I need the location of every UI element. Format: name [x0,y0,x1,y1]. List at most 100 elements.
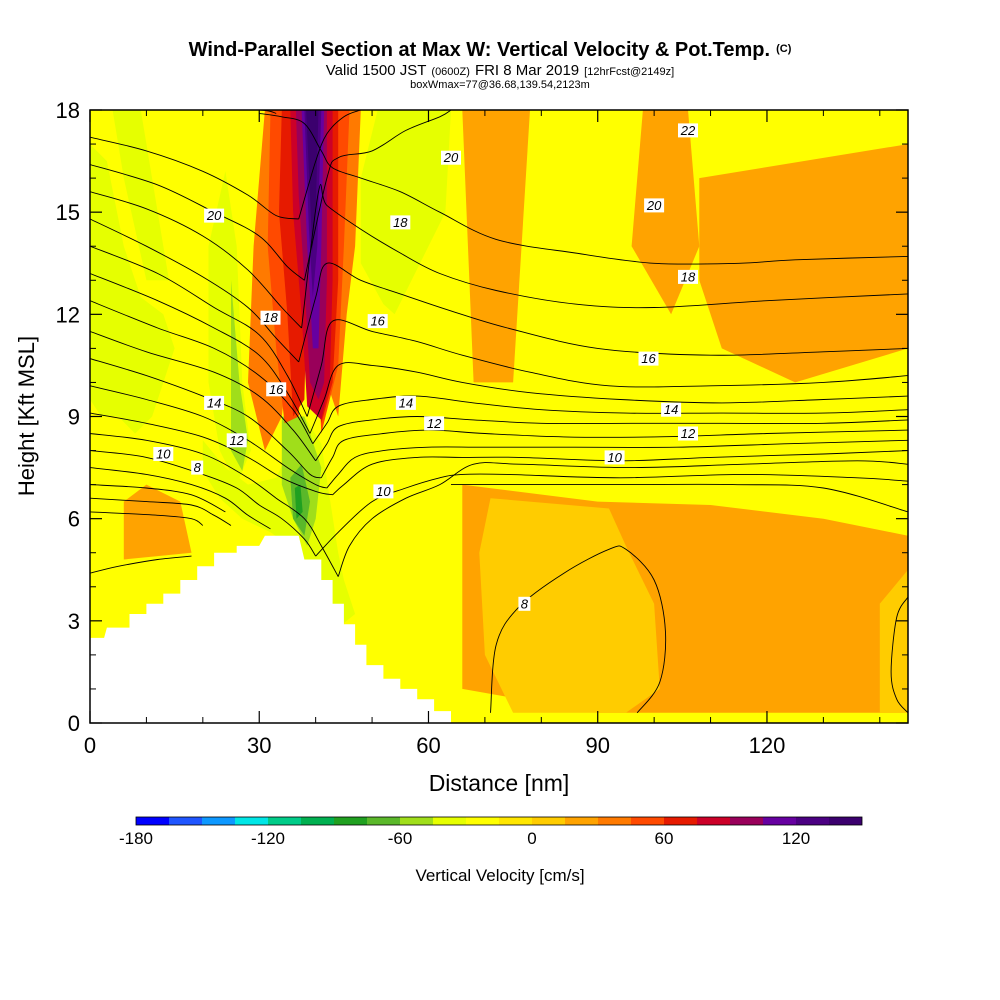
contour-label-bg [153,447,174,461]
colorbar-swatch [565,817,598,825]
colorbar-swatch [367,817,400,825]
isentrope-line [332,450,908,496]
contour-label: 18 [263,310,278,325]
colorbar-swatch [202,817,235,825]
contour-label-bg [441,150,461,165]
terrain [90,535,451,723]
colorbar-tick-label: -60 [388,829,413,848]
colorbar-swatch [433,817,466,825]
terrain-mask [90,535,451,723]
isentrope-line [90,511,204,526]
x-tick-label: 90 [585,733,609,758]
isentrope-line [90,484,226,513]
isentrope-line [490,545,667,714]
isentrope-line [315,416,908,462]
contour-label-bg [191,460,204,475]
contour-label-bg [266,382,287,397]
contour-label: 14 [399,395,413,410]
isentrope-line [90,412,333,496]
isentrope-line [298,110,361,220]
isentrope-line [337,460,908,577]
contour-label-bg [204,208,225,223]
colorbar-swatch [466,817,499,825]
contour-label-bg [373,484,394,499]
colorbar-swatch [301,817,334,825]
isentrope-line [90,136,299,220]
chart-title: Wind-Parallel Section at Max W: Vertical… [189,39,792,61]
contour-label-bg [424,416,445,431]
colorbar-swatch [796,817,829,825]
contour-label-bg [367,314,388,329]
colorbar-swatch [730,817,763,825]
x-tick-label: 30 [247,733,271,758]
contour-label: 18 [681,269,696,284]
colorbar-tick-label: 0 [527,829,536,848]
contour-label-bg [204,395,225,410]
colorbar-swatch [268,817,301,825]
colorbar: -180 -120 -60 0 60 120 [119,816,863,848]
isentrope-line [259,112,908,265]
isentropes [90,110,908,714]
isentrope-line [450,483,908,513]
isentrope-line [90,164,305,281]
colorbar-swatch [631,817,664,825]
contour-label: 10 [607,450,622,465]
velocity-region [231,280,248,471]
velocity-region [462,110,530,383]
contour-label-bg [661,402,682,417]
contour-label: 22 [680,123,696,138]
contour-label: 8 [521,596,529,611]
colorbar-frame [135,816,863,826]
isentrope-line [90,358,322,479]
contour-label-bg [395,395,416,410]
contour-label: 12 [427,416,442,431]
colorbar-swatch [664,817,697,825]
colorbar-swatch [697,817,730,825]
colorbar-swatch [169,817,202,825]
isentrope-line [315,473,908,557]
contour-label: 20 [206,208,222,223]
contour-label: 20 [646,198,662,213]
contour-label: 20 [443,150,459,165]
y-tick-label: 6 [68,507,80,532]
colorbar-swatch [136,817,169,825]
colorbar-tick-label: 60 [655,829,674,848]
y-tick-label: 9 [68,405,80,430]
chart-subtitle: Valid 1500 JST (0600Z) FRI 8 Mar 2019 [12hr… [326,62,674,79]
contour-label-bg [390,215,411,230]
colorbar-swatch [829,817,862,825]
isentrope-line [312,395,908,444]
isentrope-line [90,433,339,577]
title-mark: (C) [776,43,792,55]
contour-label: 10 [376,484,391,499]
contour-label-bg [678,123,698,138]
contour-label-bg [518,596,531,611]
contour-label: 18 [393,215,408,230]
isentrope-line [90,218,300,363]
isentrope-line [90,467,271,530]
contour-label: 12 [229,433,244,448]
contour-label-bg [260,310,281,325]
isentrope-line [90,273,311,434]
velocity-region [479,498,660,713]
isentrope-line [326,439,908,489]
isentrope-line [309,362,908,434]
velocity-region [699,144,908,383]
isentrope-line [90,497,232,526]
axes: 0 30 60 90 120 0 3 6 9 12 15 18 [56,98,908,758]
velocity-region [112,110,169,281]
y-tick-label: 3 [68,609,80,634]
x-tick-label: 60 [416,733,440,758]
colorbar-tick-label: -180 [119,829,153,848]
velocity-region [879,569,908,713]
x-axis-label: Distance [nm] [429,770,570,796]
contour-label: 14 [664,402,678,417]
isentrope-line [320,429,908,479]
velocity-region [360,110,451,315]
y-axis-label: Height [Kft MSL] [14,336,39,496]
colorbar-label: Vertical Velocity [cm/s] [415,866,584,885]
colorbar-swatch [598,817,631,825]
isentrope-line [90,385,328,489]
y-tick-label: 15 [56,200,80,225]
